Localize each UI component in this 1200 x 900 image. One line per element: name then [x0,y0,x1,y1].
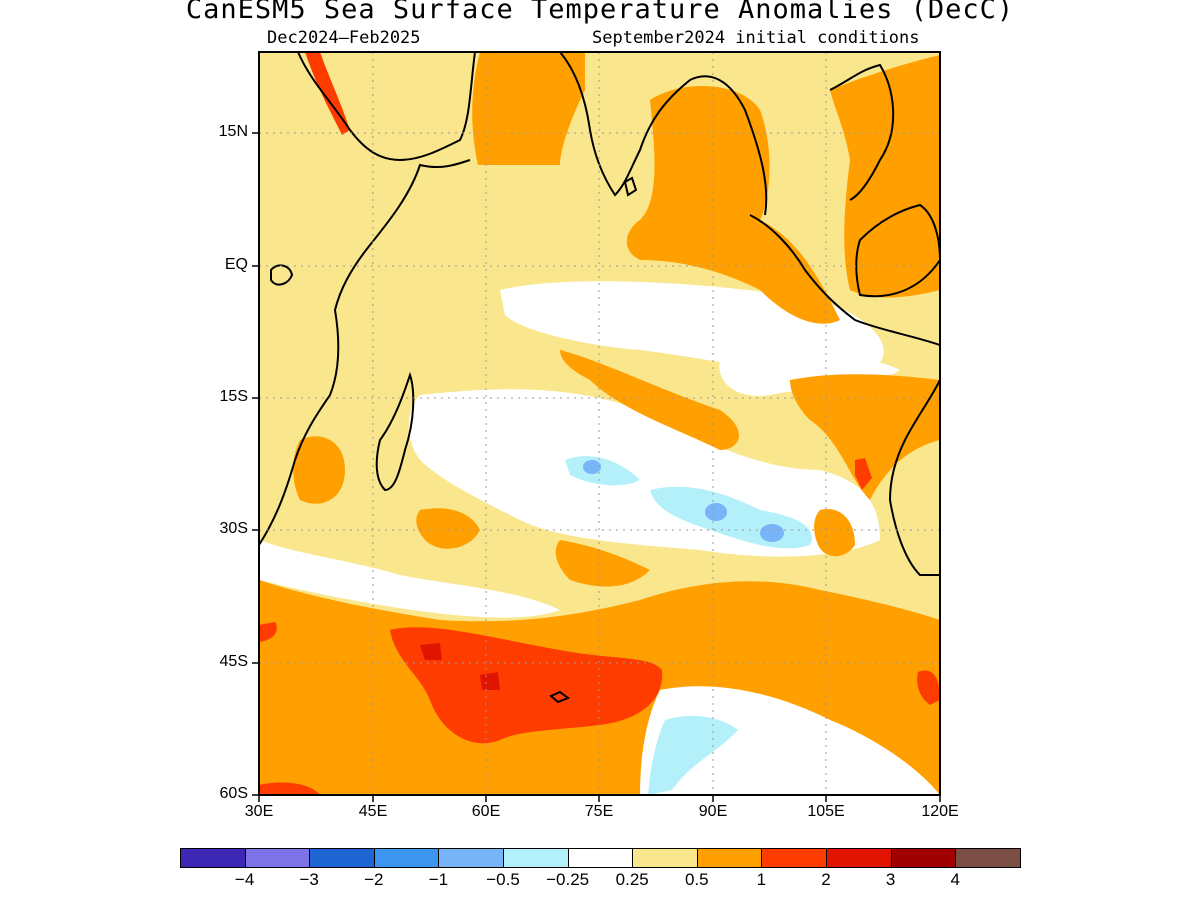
lon-label-90e: 90E [698,803,728,820]
lat-label-eq: EQ [224,256,248,273]
lon-label-45e: 45E [358,803,388,820]
colorbar-label: −0.25 [546,870,590,889]
hot-patch-southwest [259,782,320,795]
coast-kerguelen [549,690,571,704]
coast-east-africa [259,159,471,546]
lat-label-60s: 60S [219,785,248,802]
colorbar-swatch [244,848,311,868]
colorbar-label: 1 [756,870,767,889]
lon-label-75e: 75E [584,803,614,820]
colorbar-swatch [826,848,892,868]
cool-inset-south [648,715,738,795]
anomaly-field [259,52,940,795]
warm-bay-of-bengal [626,86,840,324]
colorbar-swatch [503,848,569,868]
coast-sumatra-java [749,214,940,346]
colorbar-label: 2 [821,870,831,889]
lat-label-45s: 45S [219,653,248,670]
neutral-streak-east [719,353,900,396]
colorbar-swatch [955,848,1021,868]
colorbar-swatch [438,848,504,868]
warm-arabian-sea [472,52,585,165]
colorbar-label: −2 [364,870,384,889]
coast-island-west [270,264,294,286]
hot-patch-east [917,670,940,705]
hot-patch-west [259,622,277,642]
colorbar-label: 0.25 [615,870,649,889]
hot-core-1 [420,643,442,660]
colorbar-swatch [309,848,375,868]
colorbar-label: 0.5 [684,870,709,889]
colorbar-swatch [696,848,763,868]
hot-southern-ocean [390,627,663,744]
cool-core-2 [705,503,727,521]
warm-mozambique [293,436,345,504]
colorbar-label: 4 [950,870,960,889]
forecast-period: Dec2024–Feb2025 [267,28,421,48]
coast-sri-lanka [623,176,638,197]
neutral-band-south-west [259,540,560,618]
colorbar-label: 3 [885,870,896,889]
warm-northwest-australia [790,374,940,500]
coast-indochina [829,63,895,201]
coast-madagascar [375,371,415,492]
lat-label-15s: 15S [219,388,248,405]
axis-ticks [252,132,941,802]
warm-patch-2 [416,508,480,549]
warm-patch-3 [814,509,855,557]
warm-streak-central [560,350,739,450]
grid [259,52,940,795]
coast-west-australia [888,379,940,576]
colorbar-swatch [567,848,634,868]
coast-india [559,52,768,216]
warm-south-china-sea [830,55,940,298]
colorbar-swatch [761,848,827,868]
colorbar-label: −3 [299,870,319,889]
warm-patch-1 [555,540,650,587]
cool-core-3 [760,524,784,542]
lon-label-105e: 105E [807,803,845,820]
colorbar-swatch [632,848,698,868]
colorbar-label: −1 [428,870,449,889]
colorbar-label: −4 [234,870,255,889]
lon-label-120e: 120E [921,803,959,820]
initial-conditions: September2024 initial conditions [592,28,920,48]
map-title: CanESM5 Sea Surface Temperature Anomalie… [185,0,1015,25]
hot-core-2 [480,672,500,690]
hot-patch-nw-australia [855,458,872,490]
lon-label-60e: 60E [471,803,501,820]
colorbar-label: −0.5 [486,870,520,889]
cool-core-1 [583,460,601,474]
colorbar-swatch [373,848,440,868]
lon-label-30e: 30E [244,803,274,820]
cool-patch-1 [565,456,640,486]
coast-arabia [297,52,476,162]
lat-label-15n: 15N [218,123,248,140]
colorbar-swatch [180,848,246,868]
colorbar-swatch [890,848,957,868]
neutral-inset-south [640,686,940,795]
coastlines [259,52,940,704]
lat-label-30s: 30S [219,520,248,537]
